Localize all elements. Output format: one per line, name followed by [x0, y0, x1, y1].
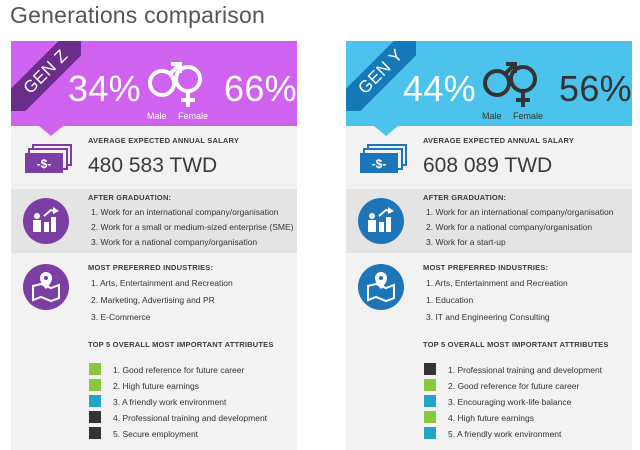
- gen-z-male-percent: 34%: [68, 68, 141, 109]
- gen-y-industry-item: 3. IT and Engineering Consulting: [426, 312, 550, 322]
- gen-z-header-notch: [39, 126, 63, 136]
- map-pin-icon: [358, 264, 404, 310]
- gen-y-female-label: Female: [513, 111, 544, 121]
- gen-z-graduation-heading: AFTER GRADUATION:: [88, 193, 172, 202]
- gen-z-industry-item: 2. Marketing, Advertising and PR: [91, 295, 215, 305]
- gen-z-industries-heading: MOST PREFERRED INDUSTRIES:: [88, 263, 214, 272]
- gen-y-industry-item: 1. Arts, Entertainment and Recreation: [426, 278, 568, 288]
- attribute-color-square: [424, 411, 436, 423]
- gen-y-salary-value: 608 089 TWD: [423, 154, 553, 177]
- gen-y-female-percent: 56%: [559, 68, 632, 109]
- gen-y-graduation-item: 2. Work for a national company/organisat…: [426, 222, 593, 232]
- gen-z-attribute-item: 5. Secure employment: [113, 429, 199, 439]
- money-icon: -$-: [25, 144, 72, 173]
- gen-z-graduation-item: 2. Work for a small or medium-sized ente…: [91, 222, 294, 232]
- gen-y-male-label: Male: [482, 111, 502, 121]
- gen-y-male-percent: 44%: [403, 68, 476, 109]
- attribute-color-square: [89, 379, 101, 391]
- gen-y-attribute-item: 2. Good reference for future career: [448, 381, 580, 391]
- gen-y-graduation-item: 1. Work for an international company/org…: [426, 207, 614, 217]
- gen-z-graduation-item: 3. Work for a national company/organisat…: [91, 237, 258, 247]
- gen-y-salary-heading: AVERAGE EXPECTED ANNUAL SALARY: [423, 136, 575, 145]
- gen-z-attributes-heading: TOP 5 OVERALL MOST IMPORTANT ATTRIBUTES: [88, 340, 274, 349]
- gen-y-attribute-item: 1. Professional training and development: [448, 365, 603, 375]
- gen-y-card: GEN Y 44% Male Female 56% -$- AVERAGE EX…: [346, 41, 632, 450]
- gen-z-salary-value: 480 583 TWD: [88, 154, 218, 177]
- gen-z-graduation-item: 1. Work for an international company/org…: [91, 207, 279, 217]
- gen-z-industry-item: 3. E-Commerce: [91, 312, 151, 322]
- gen-y-industry-item: 1. Education: [426, 295, 474, 305]
- gen-y-attributes-heading: TOP 5 OVERALL MOST IMPORTANT ATTRIBUTES: [423, 340, 609, 349]
- page-title: Generations comparison: [10, 2, 265, 28]
- map-pin-icon: [23, 264, 69, 310]
- career-growth-icon: [358, 198, 404, 244]
- money-icon: -$-: [360, 144, 407, 173]
- gen-y-graduation-item: 3. Work for a start-up: [426, 237, 506, 247]
- attribute-color-square: [424, 363, 436, 375]
- svg-text:-$-: -$-: [37, 157, 52, 171]
- gen-y-header-notch: [374, 126, 398, 136]
- gen-z-female-percent: 66%: [224, 68, 297, 109]
- gen-z-salary-heading: AVERAGE EXPECTED ANNUAL SALARY: [88, 136, 240, 145]
- attribute-color-square: [89, 395, 101, 407]
- gender-icon: [483, 62, 537, 107]
- gen-y-attribute-item: 3. Encouraging work-life balance: [448, 397, 572, 407]
- gender-icon: [148, 62, 202, 107]
- gen-y-graduation-heading: AFTER GRADUATION:: [423, 193, 507, 202]
- attribute-color-square: [424, 427, 436, 439]
- attribute-color-square: [89, 411, 101, 423]
- gen-y-industries-heading: MOST PREFERRED INDUSTRIES:: [423, 263, 549, 272]
- gen-z-female-label: Female: [178, 111, 209, 121]
- gen-z-attribute-item: 1. Good reference for future career: [113, 365, 245, 375]
- attribute-color-square: [424, 395, 436, 407]
- attribute-color-square: [89, 363, 101, 375]
- gen-z-card: GEN Z 34% Male Female 66% -$- AVERAGE EX…: [11, 41, 297, 450]
- attribute-color-square: [424, 379, 436, 391]
- gen-y-attribute-item: 5. A friendly work environment: [448, 429, 562, 439]
- gen-z-attribute-item: 3. A friendly work environment: [113, 397, 227, 407]
- gen-z-header: GEN Z 34% Male Female 66%: [11, 41, 297, 126]
- attribute-color-square: [89, 427, 101, 439]
- svg-text:-$-: -$-: [372, 157, 387, 171]
- gen-z-attribute-item: 2. High future earnings: [113, 381, 199, 391]
- gen-z-industry-item: 1. Arts, Entertainment and Recreation: [91, 278, 233, 288]
- gen-z-attribute-item: 4. Professional training and development: [113, 413, 268, 423]
- career-growth-icon: [23, 198, 69, 244]
- gen-y-attribute-item: 4. High future earnings: [448, 413, 534, 423]
- gen-y-header: GEN Y 44% Male Female 56%: [346, 41, 632, 126]
- gen-z-male-label: Male: [147, 111, 167, 121]
